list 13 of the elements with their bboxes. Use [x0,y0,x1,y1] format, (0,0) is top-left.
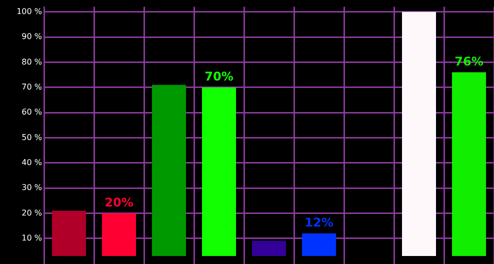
y-tick-label: 30 % [22,183,42,192]
data-label: 12% [304,215,334,230]
y-tick-label: 60 % [22,108,42,117]
y-tick-label: 90 % [22,32,42,42]
y-tick-label: 100 % [16,6,42,16]
data-label: 20% [104,195,134,210]
y-tick-label: 80 % [22,57,42,66]
y-tick-label: 50 % [22,132,42,142]
y-tick-label: 10 % [22,233,42,242]
data-label: 70% [204,69,234,84]
y-tick-label: 20 % [22,208,42,218]
y-tick-label: 70 % [22,82,42,92]
y-tick-label: 40 % [22,158,42,167]
